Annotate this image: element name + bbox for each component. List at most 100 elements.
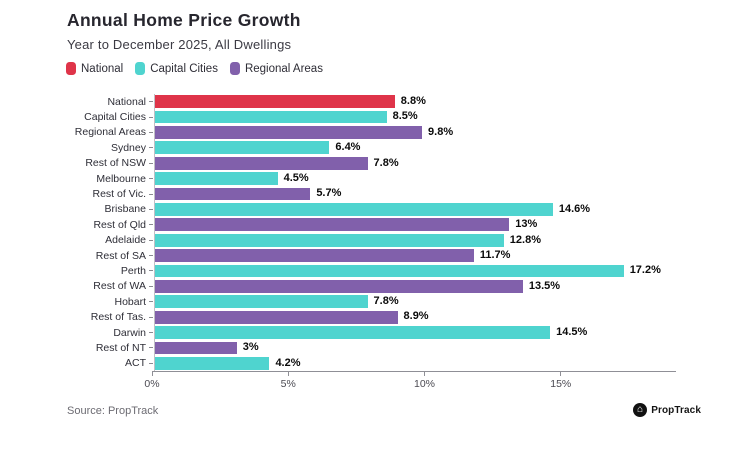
value-label: 11.7%	[479, 248, 511, 261]
bar-regional	[155, 341, 237, 355]
bar-track: 12.8%	[154, 232, 732, 248]
bar-capital	[155, 110, 387, 124]
value-label: 6.4%	[335, 141, 361, 154]
bar-track: 17.2%	[154, 263, 732, 279]
y-tick-mark	[149, 316, 153, 318]
value-label: 17.2%	[629, 264, 661, 277]
category-label: Hobart	[114, 295, 146, 308]
bar-row: Regional Areas 9.8%	[0, 124, 732, 141]
bar-track: 11.7%	[154, 247, 732, 264]
logo-text: PropTrack	[651, 404, 701, 416]
category-label: Rest of NT	[95, 341, 146, 354]
x-tick-mark	[424, 372, 425, 376]
category-label: Regional Areas	[74, 126, 146, 139]
legend-swatch-national	[66, 62, 76, 75]
bar-capital	[155, 203, 553, 216]
category-label: ACT	[125, 357, 146, 370]
value-label: 14.5%	[556, 325, 588, 338]
bar-regional	[155, 187, 311, 201]
legend-label: Regional Areas	[244, 62, 323, 75]
bar-regional	[155, 249, 474, 262]
bar-row: ACT 4.2%	[0, 355, 732, 372]
value-label: 14.6%	[558, 202, 591, 215]
bar-regional	[155, 310, 398, 324]
bar-row: Rest of SA 11.7%	[0, 247, 732, 264]
bar-track: 6.4%	[154, 140, 732, 156]
legend-item: Regional Areas	[229, 62, 323, 75]
bar-track: 4.5%	[154, 170, 732, 187]
legend-label: Capital Cities	[150, 62, 218, 75]
y-tick-mark	[149, 270, 153, 272]
bar-row: Perth 17.2%	[0, 263, 732, 279]
bar-chart: National 8.8% Capital Cities 8.5% Regional A…	[0, 94, 732, 372]
source-note: Source: PropTrack	[67, 405, 159, 417]
y-tick-mark	[149, 301, 153, 303]
bar-track: 9.8%	[154, 124, 732, 141]
bar-row: Rest of NT 3%	[0, 340, 732, 356]
value-label: 4.2%	[275, 356, 301, 369]
bar-track: 8.9%	[154, 309, 732, 325]
value-label: 9.8%	[428, 125, 454, 138]
bar-row: Melbourne 4.5%	[0, 170, 732, 187]
y-tick-mark	[149, 147, 153, 149]
value-label: 4.5%	[283, 171, 309, 184]
y-tick-mark	[149, 162, 153, 164]
bar-capital	[155, 326, 551, 339]
bar-row: Brisbane 14.6%	[0, 201, 732, 218]
legend-item: National	[66, 62, 123, 75]
bar-track: 7.8%	[154, 155, 732, 171]
value-label: 8.9%	[403, 310, 429, 323]
chart-title: Annual Home Price Growth	[67, 10, 301, 30]
bar-track: 8.5%	[154, 109, 732, 125]
x-tick-mark	[151, 372, 153, 376]
value-label: 8.8%	[400, 95, 426, 107]
bar-capital	[155, 264, 624, 278]
y-tick-mark	[149, 285, 153, 287]
bar-track: 14.6%	[154, 201, 732, 218]
bar-row: National 8.8%	[0, 94, 732, 110]
category-label: National	[107, 95, 146, 108]
x-tick-label: 5%	[280, 378, 296, 390]
bar-row: Adelaide 12.8%	[0, 232, 732, 248]
bar-track: 8.8%	[154, 94, 732, 110]
x-axis: 0% 5% 10% 15%	[144, 371, 676, 393]
legend-label: National	[81, 62, 124, 75]
category-label: Adelaide	[105, 234, 146, 247]
bar-row: Sydney 6.4%	[0, 140, 732, 156]
y-tick-mark	[149, 131, 153, 133]
y-tick-mark	[149, 208, 153, 210]
bar-regional	[155, 218, 510, 232]
bar-track: 3%	[154, 340, 732, 356]
category-label: Rest of Tas.	[90, 311, 146, 324]
x-tick-label: 0%	[144, 378, 160, 390]
bar-track: 4.2%	[154, 355, 732, 372]
bar-row: Capital Cities 8.5%	[0, 109, 732, 125]
category-label: Rest of NSW	[85, 157, 146, 170]
category-label: Darwin	[113, 326, 146, 339]
category-label: Rest of Qld	[93, 218, 146, 231]
y-tick-mark	[149, 116, 153, 118]
bar-track: 5.7%	[154, 186, 732, 202]
x-tick-mark	[287, 372, 289, 376]
y-tick-mark	[149, 362, 153, 364]
bar-regional	[155, 126, 423, 139]
y-tick-mark	[149, 224, 153, 226]
y-tick-mark	[149, 101, 153, 103]
bar-track: 13.5%	[154, 278, 732, 295]
x-tick-label: 15%	[550, 378, 572, 390]
bar-row: Hobart 7.8%	[0, 294, 732, 310]
bar-capital	[155, 233, 504, 247]
bar-row: Rest of Qld 13%	[0, 217, 732, 233]
bar-track: 14.5%	[154, 324, 732, 341]
value-label: 7.8%	[373, 156, 399, 169]
bar-national	[155, 95, 395, 109]
proptrack-logo: ⌂ PropTrack	[633, 403, 701, 417]
category-label: Brisbane	[104, 203, 146, 216]
x-tick-label: 10%	[413, 378, 436, 390]
chart-subtitle: Year to December 2025, All Dwellings	[67, 37, 292, 52]
category-label: Rest of Vic.	[92, 188, 147, 201]
y-tick-mark	[149, 347, 153, 349]
legend-swatch-capital	[135, 62, 146, 75]
bar-track: 13%	[154, 217, 732, 233]
